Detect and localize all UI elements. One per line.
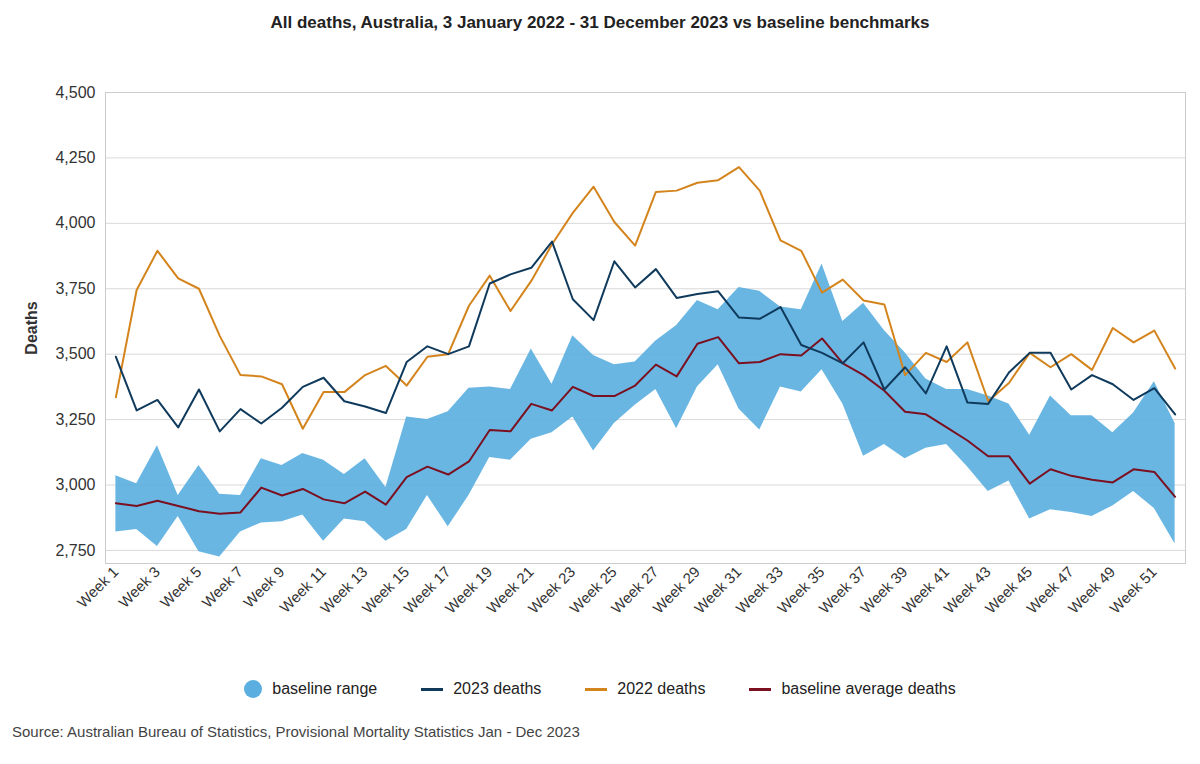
svg-text:Week 43: Week 43 xyxy=(940,563,994,617)
svg-text:4,000: 4,000 xyxy=(55,214,95,231)
svg-text:3,000: 3,000 xyxy=(55,476,95,493)
svg-text:3,750: 3,750 xyxy=(55,280,95,297)
svg-text:Week 29: Week 29 xyxy=(649,563,703,617)
svg-text:Week 37: Week 37 xyxy=(815,563,870,617)
html-text:All deaths, Australia, 3 Janua: All deaths, Australia, 3 January 2022 - … xyxy=(270,13,930,32)
svg-text:Week 25: Week 25 xyxy=(566,563,620,617)
html-text:baseline average deaths: baseline average deaths xyxy=(781,680,956,697)
svg-text:Week 41: Week 41 xyxy=(898,563,953,617)
svg-text:Week 17: Week 17 xyxy=(400,563,454,617)
svg-text:Week 47: Week 47 xyxy=(1023,563,1077,617)
svg-text:Week 5: Week 5 xyxy=(157,563,205,611)
svg-text:Week 45: Week 45 xyxy=(981,563,1036,617)
html-text:2022 deaths: 2022 deaths xyxy=(617,680,706,697)
svg-text:Week 9: Week 9 xyxy=(239,563,288,611)
svg-text:2,750: 2,750 xyxy=(55,542,95,559)
svg-text:4,250: 4,250 xyxy=(55,149,95,166)
svg-text:Week 51: Week 51 xyxy=(1106,563,1160,617)
svg-text:Week 23: Week 23 xyxy=(524,563,579,617)
svg-text:4,500: 4,500 xyxy=(55,84,95,101)
svg-text:Week 11: Week 11 xyxy=(276,563,330,616)
svg-text:3,500: 3,500 xyxy=(55,345,95,362)
svg-text:Week 49: Week 49 xyxy=(1064,563,1119,617)
svg-text:3,250: 3,250 xyxy=(55,411,95,428)
svg-text:Week 13: Week 13 xyxy=(316,563,371,617)
html-text:2023 deaths: 2023 deaths xyxy=(453,680,542,697)
svg-text:Week 3: Week 3 xyxy=(115,563,163,611)
svg-text:Week 27: Week 27 xyxy=(607,563,662,617)
svg-text:Week 33: Week 33 xyxy=(732,563,786,617)
svg-text:Week 31: Week 31 xyxy=(690,563,745,617)
svg-text:Week 15: Week 15 xyxy=(358,563,413,617)
svg-text:Week 39: Week 39 xyxy=(856,563,911,617)
svg-text:Week 21: Week 21 xyxy=(483,563,537,617)
html-text:Source: Australian Bureau of S: Source: Australian Bureau of Statistics,… xyxy=(12,723,580,740)
html-text:baseline range: baseline range xyxy=(272,680,378,697)
svg-text:Week 7: Week 7 xyxy=(198,563,246,611)
svg-text:Deaths: Deaths xyxy=(23,301,40,354)
svg-text:Week 35: Week 35 xyxy=(773,563,828,617)
svg-text:Week 19: Week 19 xyxy=(441,563,496,617)
svg-text:Week 1: Week 1 xyxy=(74,563,122,611)
